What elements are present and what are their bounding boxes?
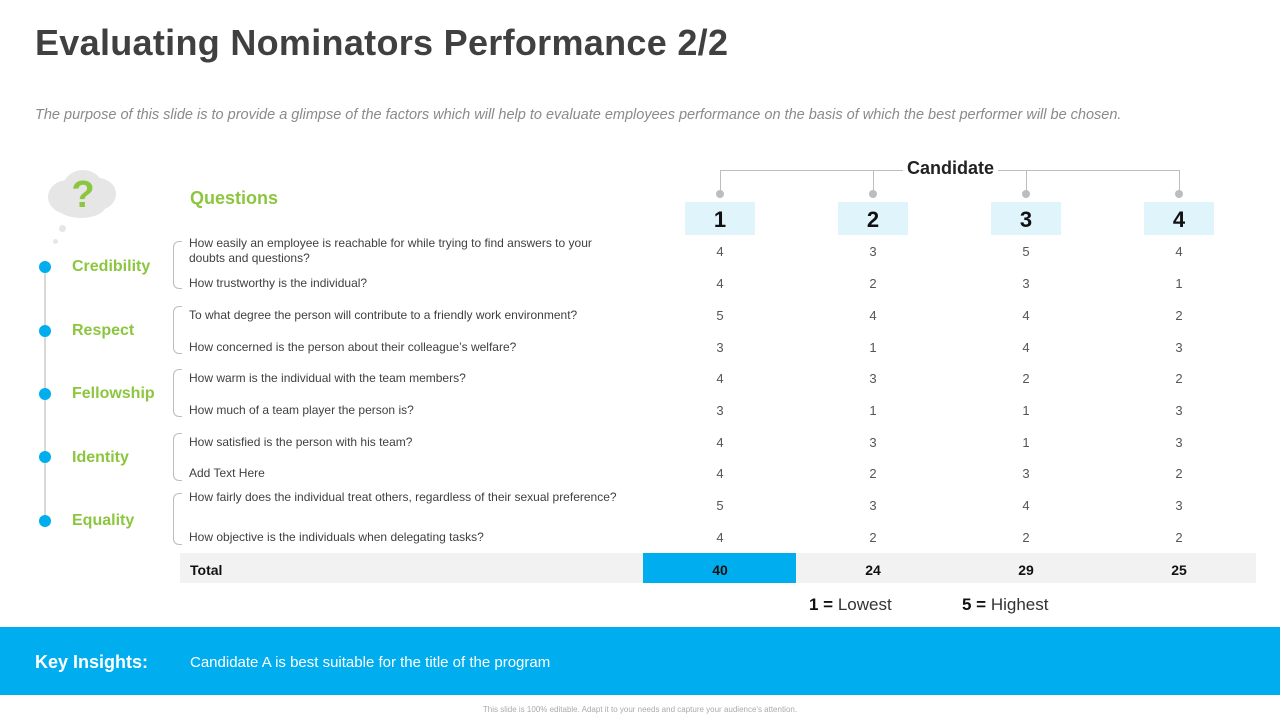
score-cell: 2 [1022,371,1030,386]
questions-heading: Questions [190,188,279,208]
score-cell: 2 [1175,466,1183,481]
score-cell: 3 [1022,466,1030,481]
question-10: How objective is the individuals when de… [189,530,484,544]
score-cell: 4 [716,244,724,259]
score-cell: 1 [1022,435,1030,450]
question-8: Add Text Here [189,466,265,480]
question-4: How concerned is the person about their … [189,340,517,354]
key-insights-label: Key Insights: [35,652,149,672]
category-brace [173,241,182,289]
candidate-header-3: 3 [991,202,1061,235]
score-cell: 3 [1175,498,1183,513]
score-cell: 1 [1022,403,1030,418]
key-insights-text: Candidate A is best suitable for the tit… [190,654,551,671]
category-credibility: Credibility [72,258,151,275]
timeline-dot [39,451,51,463]
score-cell: 2 [1175,530,1183,545]
candidate-header-4: 4 [1144,202,1214,235]
score-cell: 5 [716,308,724,323]
key-insights-band [0,627,1280,695]
total-label: Total [190,562,223,578]
candidate-header-1: 1 [685,202,755,235]
score-cell: 3 [1175,340,1183,355]
score-cell: 1 [869,403,877,418]
score-cell: 2 [869,466,877,481]
score-cell: 4 [716,276,724,291]
score-cell: 3 [869,371,877,386]
score-cell: 4 [1022,498,1030,513]
score-cell: 4 [716,371,724,386]
timeline-dot [39,261,51,273]
score-cell: 4 [1022,340,1030,355]
page-title: Evaluating Nominators Performance 2/2 [35,22,729,63]
footer-note: This slide is 100% editable. Adapt it to… [482,705,798,714]
score-cell: 2 [869,530,877,545]
category-equality: Equality [72,512,135,529]
question-9: How fairly does the individual treat oth… [189,490,617,504]
score-cell: 3 [1022,276,1030,291]
category-brace [173,306,182,354]
category-identity: Identity [72,449,129,466]
question-1: How easily an employee is reachable for … [189,236,592,265]
timeline-dot [39,325,51,337]
score-cell: 3 [1175,435,1183,450]
total-candidate-3: 29 [1018,562,1034,578]
score-cell: 2 [1175,308,1183,323]
score-cell: 3 [716,340,724,355]
total-candidate-4: 25 [1171,562,1187,578]
question-7: How satisfied is the person with his tea… [189,435,413,449]
category-fellowship: Fellowship [72,385,155,402]
candidate-header-2: 2 [838,202,908,235]
score-cell: 3 [716,403,724,418]
score-cell: 1 [869,340,877,355]
question-6: How much of a team player the person is? [189,403,414,417]
score-cell: 3 [869,244,877,259]
score-cell: 4 [1022,308,1030,323]
score-cell: 2 [1022,530,1030,545]
legend-highest: 5 = Highest [962,595,1049,614]
question-5: How warm is the individual with the team… [189,371,466,385]
candidate-heading: Candidate [903,158,999,179]
category-brace [173,493,182,545]
score-cell: 5 [716,498,724,513]
score-cell: 4 [716,435,724,450]
category-brace [173,369,182,417]
page-subtitle: The purpose of this slide is to provide … [35,107,1122,123]
total-highlight [643,553,796,583]
category-respect: Respect [72,322,135,339]
score-cell: 4 [1175,244,1183,259]
score-cell: 4 [869,308,877,323]
total-candidate-1: 40 [712,562,728,578]
legend-lowest: 1 = Lowest [809,595,892,614]
timeline-dot [39,388,51,400]
total-candidate-2: 24 [865,562,881,578]
score-cell: 2 [1175,371,1183,386]
score-cell: 3 [869,498,877,513]
score-cell: 4 [716,530,724,545]
question-2: How trustworthy is the individual? [189,276,368,290]
score-cell: 5 [1022,244,1030,259]
score-cell: 2 [869,276,877,291]
score-cell: 1 [1175,276,1183,291]
category-brace [173,433,182,481]
question-3: To what degree the person will contribut… [189,308,578,322]
score-cell: 4 [716,466,724,481]
score-cell: 3 [1175,403,1183,418]
timeline-dot [39,515,51,527]
score-cell: 3 [869,435,877,450]
